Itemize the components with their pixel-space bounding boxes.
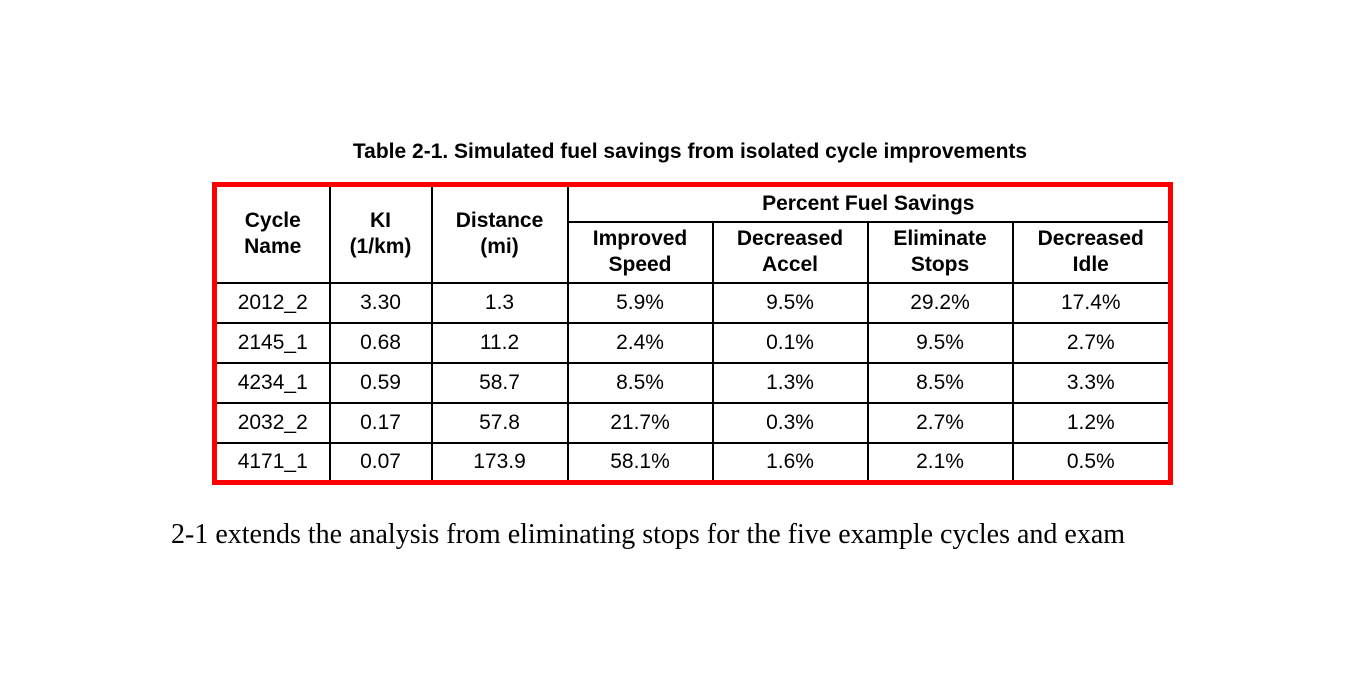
cell-decreased-idle: 3.3% — [1011, 361, 1172, 404]
cell-improved-speed: 21.7% — [566, 401, 714, 444]
cell-improved-speed: 2.4% — [566, 321, 714, 364]
cell-decreased-accel: 9.5% — [711, 281, 869, 324]
header-row-2: Improved Speed Decreased Accel Eliminate… — [215, 220, 1172, 284]
header-row-1: Cycle Name KI (1/km) Distance (mi) Perce… — [213, 183, 1172, 284]
fuel-savings-table: Cycle Name KI (1/km) Distance (mi) Perce… — [212, 182, 1174, 485]
cell-decreased-idle: 1.2% — [1011, 401, 1172, 444]
header-percent-fuel-savings: Percent Fuel Savings — [566, 183, 1172, 223]
cell-decreased-accel: 1.6% — [711, 441, 869, 484]
cell-cycle-name: 4171_1 — [213, 441, 331, 484]
header-eliminate-stops: Eliminate Stops — [866, 220, 1014, 284]
cell-distance: 11.2 — [430, 321, 569, 364]
table-row: 2032_2 0.17 57.8 21.7% 0.3% 2.7% 1.2% — [213, 401, 1172, 444]
cell-distance: 173.9 — [430, 441, 569, 484]
cell-distance: 58.7 — [430, 361, 569, 404]
table-row: 2012_2 3.30 1.3 5.9% 9.5% 29.2% 17.4% — [213, 281, 1172, 324]
table-row: 2145_1 0.68 11.2 2.4% 0.1% 9.5% 2.7% — [213, 321, 1172, 364]
cell-eliminate-stops: 8.5% — [866, 361, 1014, 404]
cell-decreased-idle: 2.7% — [1011, 321, 1172, 364]
cell-improved-speed: 5.9% — [566, 281, 714, 324]
cell-cycle-name: 2012_2 — [213, 281, 331, 324]
cell-distance: 57.8 — [430, 401, 569, 444]
body-text-line: 2-1 extends the analysis from eliminatin… — [171, 519, 1126, 550]
cell-improved-speed: 58.1% — [566, 441, 714, 484]
cell-distance: 1.3 — [430, 281, 569, 324]
header-decreased-idle: Decreased Idle — [1011, 220, 1172, 284]
header-distance: Distance (mi) — [430, 183, 569, 284]
header-ki: KI (1/km) — [328, 183, 433, 284]
cell-decreased-accel: 0.3% — [711, 401, 869, 444]
cell-decreased-idle: 0.5% — [1011, 441, 1172, 484]
cell-decreased-accel: 1.3% — [711, 361, 869, 404]
cell-cycle-name: 2032_2 — [213, 401, 331, 444]
cell-ki: 0.07 — [328, 441, 433, 484]
cell-ki: 0.17 — [328, 401, 433, 444]
fuel-savings-table-grid: Cycle Name KI (1/km) Distance (mi) Perce… — [212, 182, 1174, 485]
cell-eliminate-stops: 29.2% — [866, 281, 1014, 324]
cell-improved-speed: 8.5% — [566, 361, 714, 404]
cell-eliminate-stops: 2.1% — [866, 441, 1014, 484]
cell-cycle-name: 4234_1 — [213, 361, 331, 404]
header-cycle-name: Cycle Name — [213, 183, 331, 284]
cell-ki: 0.68 — [328, 321, 433, 364]
header-improved-speed: Improved Speed — [566, 220, 714, 284]
cell-decreased-accel: 0.1% — [711, 321, 869, 364]
table-title: Table 2-1. Simulated fuel savings from i… — [352, 140, 1028, 163]
table-row: 4234_1 0.59 58.7 8.5% 1.3% 8.5% 3.3% — [213, 361, 1172, 404]
cell-decreased-idle: 17.4% — [1011, 281, 1172, 324]
cell-cycle-name: 2145_1 — [213, 321, 331, 364]
header-decreased-accel: Decreased Accel — [711, 220, 869, 284]
cell-eliminate-stops: 2.7% — [866, 401, 1014, 444]
cell-ki: 3.30 — [328, 281, 433, 324]
table-row: 4171_1 0.07 173.9 58.1% 1.6% 2.1% 0.5% — [213, 441, 1172, 484]
cell-ki: 0.59 — [328, 361, 433, 404]
cell-eliminate-stops: 9.5% — [866, 321, 1014, 364]
